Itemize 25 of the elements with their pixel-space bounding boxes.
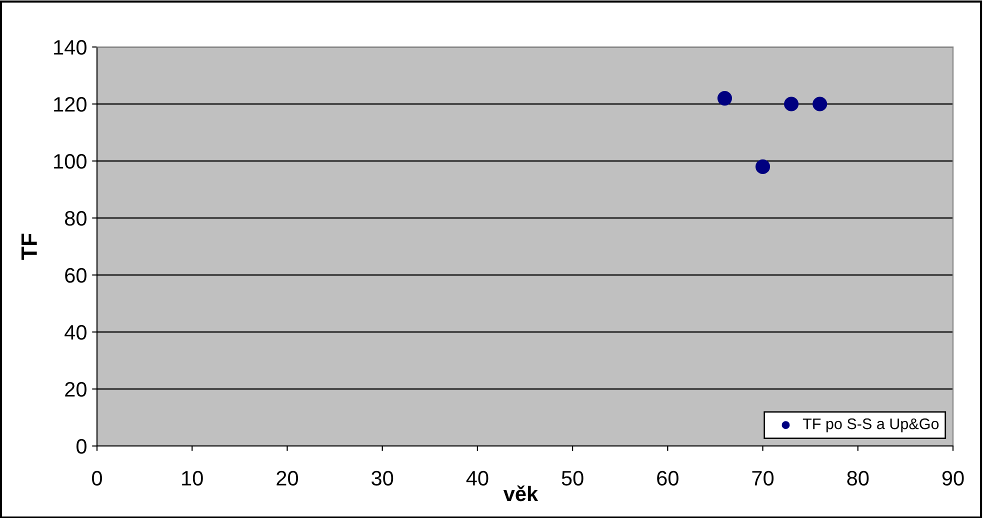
- x-tick-label: 70: [752, 470, 774, 486]
- x-tick-label: 0: [92, 470, 102, 486]
- point: [717, 91, 732, 106]
- y-tick-label: 0: [76, 439, 86, 454]
- x-tick-label: 20: [276, 470, 298, 486]
- y-tick-label: 60: [65, 268, 86, 283]
- y-tick-label: 100: [54, 154, 86, 169]
- x-axis-title: věk: [503, 485, 538, 502]
- x-tick-label: 40: [466, 470, 488, 486]
- x-tick-label: 90: [942, 470, 964, 486]
- y-tick-label: 20: [65, 382, 86, 397]
- point: [755, 159, 770, 174]
- point: [812, 96, 828, 112]
- legend-label: TF po S-S a Up&Go: [802, 418, 939, 432]
- y-tick-label: 80: [65, 211, 86, 226]
- y-tick-label: 120: [54, 97, 86, 112]
- y-axis-title: TF: [22, 234, 37, 260]
- x-tick-label: 60: [657, 470, 678, 486]
- x-tick-label: 50: [562, 470, 584, 486]
- x-tick-label: 10: [182, 470, 203, 486]
- y-tick-label: 40: [64, 325, 86, 340]
- point: [784, 96, 799, 112]
- x-tick-label: 30: [372, 470, 394, 486]
- x-tick-label: 80: [847, 470, 869, 486]
- y-tick-label: 140: [54, 40, 86, 55]
